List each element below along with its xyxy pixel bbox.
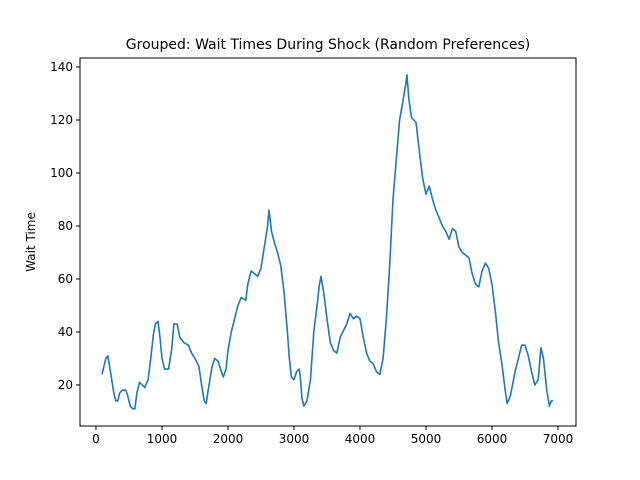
y-axis-label: Wait Time	[24, 212, 38, 272]
x-tick-label: 4000	[345, 432, 376, 446]
data-line	[101, 74, 553, 410]
y-tick-label: 20	[58, 378, 73, 392]
y-tick-label: 120	[50, 113, 73, 127]
y-tick-label: 140	[50, 60, 73, 74]
plot-frame	[79, 57, 577, 427]
x-tick-label: 1000	[147, 432, 178, 446]
y-tick-label: 80	[58, 219, 73, 233]
chart-title: Grouped: Wait Times During Shock (Random…	[126, 37, 530, 53]
x-tick-label: 7000	[543, 432, 574, 446]
x-tick-label: 5000	[411, 432, 442, 446]
x-tick-label: 2000	[213, 432, 244, 446]
x-tick-label: 6000	[477, 432, 508, 446]
y-tick-label: 40	[58, 325, 73, 339]
y-tick-label: 100	[50, 166, 73, 180]
x-tick-label: 0	[92, 432, 100, 446]
x-tick-label: 3000	[279, 432, 310, 446]
y-tick-label: 60	[58, 272, 73, 286]
